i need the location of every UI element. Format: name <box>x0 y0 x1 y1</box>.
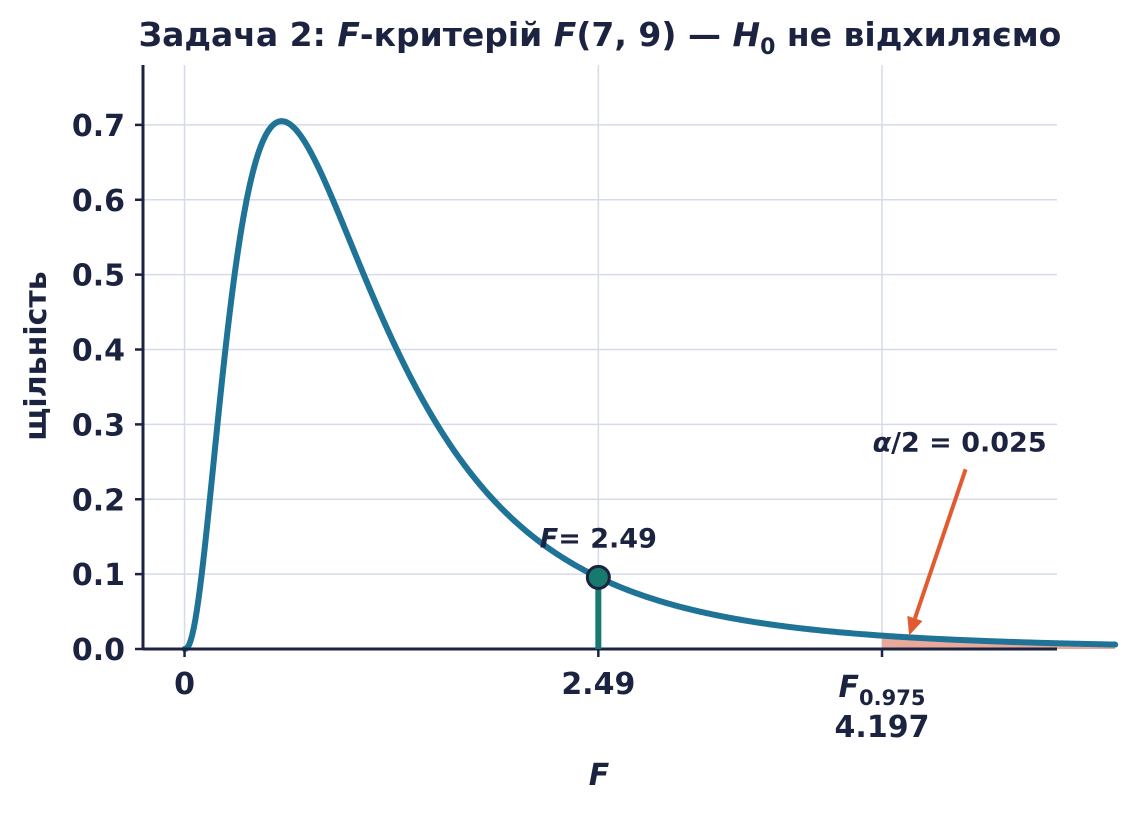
x-tick-label: 2.49 <box>561 667 635 702</box>
y-tick-label: 0.2 <box>72 483 125 518</box>
annotation-arrow-head <box>907 615 923 636</box>
annotation-arrow-shaft <box>912 468 968 620</box>
statistic-point <box>585 564 611 590</box>
y-tick-label: 0.0 <box>72 633 125 668</box>
y-tick-label: 0.7 <box>72 109 125 144</box>
y-ticks: 0.0 0.1 0.2 0.3 0.4 0.5 0.6 0.7 <box>72 109 143 668</box>
axes <box>141 65 1057 651</box>
statistic-label: F= 2.49 <box>540 523 657 554</box>
chart-title: Задача 2: F-критерій F(7, 9) — H0 не від… <box>139 15 1062 60</box>
x-tick-label: 0 <box>174 667 195 702</box>
y-tick-label: 0.4 <box>72 334 125 369</box>
density-curve-group <box>181 118 1119 652</box>
statistic-marker-group: F= 2.49 <box>540 523 657 649</box>
x-tick-label-critical: F0.975 <box>839 670 926 710</box>
annotation-group: α/2 = 0.025 <box>873 427 1047 636</box>
y-tick-label: 0.5 <box>72 259 125 294</box>
x-axis-label: F <box>589 758 610 793</box>
y-tick-label: 0.1 <box>72 558 125 593</box>
y-axis-label: щільність <box>19 271 54 441</box>
density-curve <box>181 118 1119 652</box>
x-tick-label-critical-value: 4.197 <box>835 710 930 745</box>
y-tick-label: 0.6 <box>72 184 125 219</box>
annotation-label: α/2 = 0.025 <box>873 427 1047 458</box>
y-tick-label: 0.3 <box>72 408 125 443</box>
grid <box>143 65 1057 649</box>
